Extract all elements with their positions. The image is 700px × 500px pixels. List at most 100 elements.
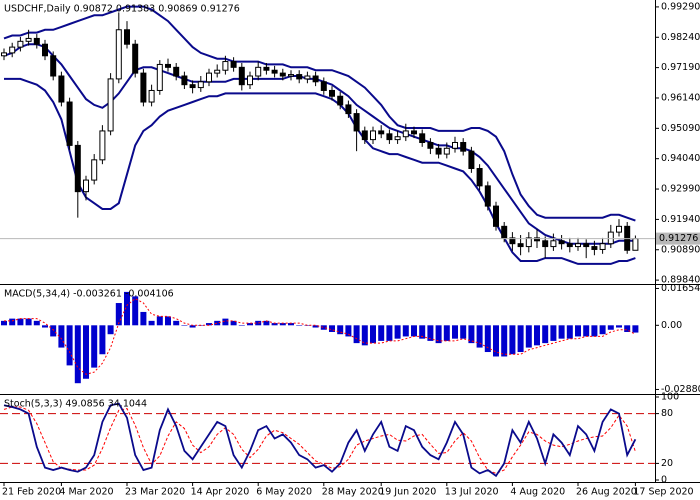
candle-body [517,243,524,248]
macd-bar [189,325,196,328]
candle-body [386,133,393,141]
candle-body [394,136,401,141]
macd-bar [148,320,155,326]
candle-body [140,72,147,103]
macd-bar [525,325,532,348]
macd-bar [91,325,98,368]
macd-bar [566,325,573,339]
y-tick-label: 0.016545 [661,283,700,294]
macd-bar [25,318,32,326]
candle-body [156,63,163,91]
candle-body [189,84,196,89]
candle-body [435,147,442,155]
candle-body [247,75,253,86]
macd-bar [279,323,286,326]
macd-bar [394,325,401,339]
candle-body [58,75,65,103]
candle-body [238,66,245,86]
candle-body [370,130,376,141]
candle-body [9,46,16,54]
candle-body [583,243,590,248]
macd-bar [534,325,540,346]
macd-bar [509,325,516,355]
x-tick-label: 4 Aug 2020 [510,487,565,498]
candle-body [476,168,483,187]
macd-bar [42,325,48,328]
macd-bar [517,325,524,353]
y-tick-label: 0.99290 [661,1,700,12]
macd-bar [476,325,483,348]
macd-bar [9,318,16,326]
macd-bar [74,325,81,384]
candle-body [411,130,417,135]
candle-body [165,63,171,68]
candle-body [320,81,327,91]
macd-bar [624,325,631,332]
macd-signal-line [4,298,636,375]
macd-bar [1,320,7,326]
y-tick-label: 0 [661,475,667,486]
candle-body [206,72,212,83]
macd-bar [345,325,352,337]
x-tick-label: 21 Feb 2020 [2,487,61,498]
macd-bar [337,325,344,335]
bollinger-band [3,5,636,222]
candle-body [271,69,278,74]
macd-bar [452,325,458,339]
macd-bar [247,323,253,326]
y-tick-label: 100 [661,392,679,403]
candle-body [353,113,360,132]
candle-body [42,43,48,57]
macd-bar [550,325,557,341]
macd-bar [17,318,24,326]
candle-body [575,243,581,248]
y-tick-label: 0.91940 [661,214,700,225]
macd-bar [222,318,229,326]
candle-body [132,43,139,74]
macd-bar [361,325,368,346]
candle-body [402,130,409,138]
macd-bar [427,325,434,341]
candle-body [616,225,622,233]
candle-body [525,237,532,248]
x-tick-label: 19 Jun 2020 [379,487,436,498]
candle-body [460,142,467,152]
macd-bar [484,325,491,353]
y-tick-label: 0.94040 [661,153,700,164]
y-tick-label: 0.90890 [661,244,700,255]
candle-body [566,243,573,248]
candle-body [558,240,565,245]
y-tick-label: 0.95090 [661,123,700,134]
candle-body [452,142,458,149]
macd-bar [99,325,106,355]
y-tick-label: -0.028807 [661,384,700,395]
macd-bar [616,325,622,328]
macd-bar [443,325,450,341]
y-tick-label: 0.00 [661,320,682,331]
y-tick-label: 20 [661,458,673,469]
candle-body [214,69,221,74]
x-tick-label: 26 Aug 2020 [576,487,637,498]
macd-bar [370,325,376,344]
x-tick-label: 28 May 2020 [322,487,384,498]
candle-body [197,81,204,89]
y-tick-label: 0.89840 [661,275,700,286]
panel-title: MACD(5,34,4) -0.003261 -0.004106 [4,289,174,300]
macd-bar [33,320,40,326]
candle-body [361,130,368,141]
candle-body [181,75,188,86]
macd-bar [156,316,163,326]
candle-body [419,133,426,144]
candle-body [279,72,286,77]
candle-body [173,66,180,77]
candle-body [288,74,294,77]
candle-body [222,61,229,71]
macd-bar [435,325,442,344]
macd-bar [288,323,294,326]
x-tick-label: 4 Mar 2020 [59,487,113,498]
candle-body [329,89,335,97]
macd-bar [378,325,385,341]
macd-bar [312,325,319,328]
